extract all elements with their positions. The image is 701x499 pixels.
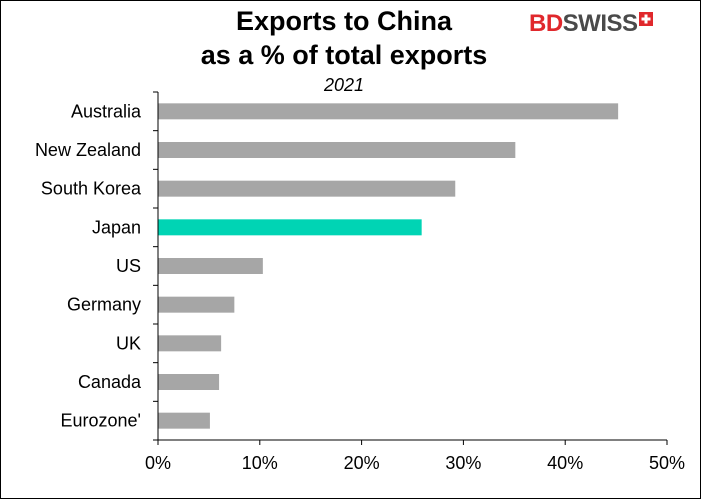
bar-us	[158, 258, 263, 274]
category-label: Eurozone'	[61, 411, 142, 431]
chart-title-line2: as a % of total exports	[200, 40, 488, 70]
category-label: South Korea	[41, 179, 142, 199]
x-tick-label: 30%	[445, 453, 481, 473]
category-label: New Zealand	[35, 140, 141, 160]
bar-japan	[158, 219, 422, 236]
bar-eurozone-	[158, 412, 210, 429]
x-tick-label: 10%	[242, 453, 278, 473]
category-label: Japan	[92, 217, 141, 237]
category-label: Germany	[67, 295, 141, 315]
bar-south-korea	[158, 180, 456, 197]
logo-cross-icon	[638, 12, 653, 26]
bdswiss-logo: BD SWISS	[529, 9, 653, 39]
x-tick-label: 20%	[344, 453, 380, 473]
category-label: Australia	[71, 101, 142, 121]
bar-australia	[158, 103, 619, 120]
logo-text-swiss: SWISS	[562, 10, 638, 37]
category-label: Canada	[78, 372, 142, 392]
x-tick-label: 40%	[547, 453, 583, 473]
logo-text-bd: BD	[529, 10, 563, 37]
x-tick-label: 50%	[649, 453, 685, 473]
bar-germany	[158, 296, 235, 313]
bar-uk	[158, 335, 222, 352]
category-label: UK	[116, 333, 141, 353]
bar-canada	[158, 374, 220, 390]
category-label: US	[116, 256, 141, 276]
chart-title-line1: Exports to China	[235, 6, 452, 36]
bar-new-zealand	[158, 142, 516, 158]
x-tick-label: 0%	[145, 453, 171, 473]
chart-subtitle: 2021	[323, 75, 365, 95]
